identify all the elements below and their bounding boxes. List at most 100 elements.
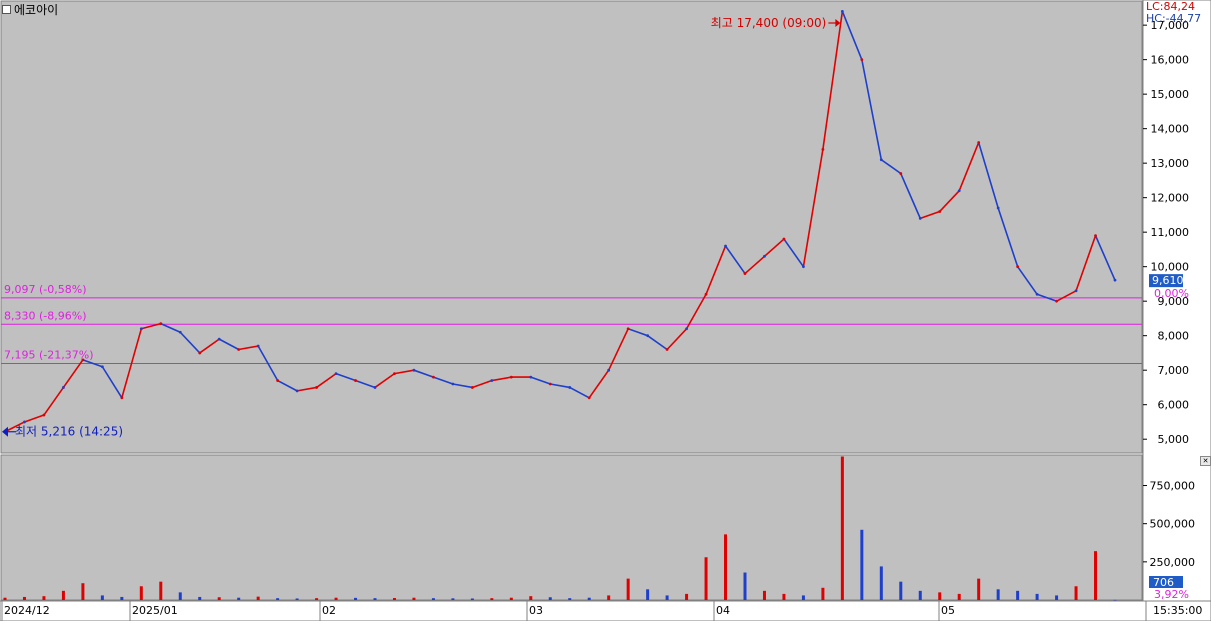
price-segment [413,369,434,378]
price-tick-label: 14,000 [1151,123,1190,136]
price-point [626,327,630,331]
price-point [276,379,280,382]
price-segment [841,11,863,60]
price-segment [880,159,902,175]
price-segment [335,372,356,382]
price-point [62,386,65,389]
panel-toggle-icon[interactable] [2,5,11,14]
price-segment [900,173,921,219]
volume-bar [665,595,669,600]
volume-bar [412,597,416,600]
volume-bar [568,598,572,600]
price-point [100,365,104,369]
volume-bar [587,597,591,600]
level-label: 9,097 (-0,58%) [4,283,86,296]
volume-bar [139,586,143,600]
price-point [860,58,864,62]
price-point [1016,265,1020,269]
volume-bar [1074,586,1078,600]
volume-panel-bg [0,454,1143,601]
level-label: 7,195 (-21,37%) [4,348,93,361]
price-tick-label: 10,000 [1151,261,1190,274]
price-segment [685,293,707,330]
price-segment [218,338,240,351]
date-x-axis: 2024/12 2025/01 02 03 04 05 15:35:00 [1,601,1202,621]
high-arrow-icon [835,19,841,27]
volume-y-axis: 750,000 500,000 250,000 [1143,480,1195,569]
date-tick-label: 2025/01 [132,604,178,617]
price-segment [296,386,317,392]
volume-bar [840,456,844,600]
volume-bar [977,578,981,600]
date-tick-label: 04 [716,604,730,617]
current-price-value: 9,610 [1152,274,1184,287]
price-segment [355,379,376,389]
price-point [217,337,221,341]
price-point [393,372,396,376]
price-segment [277,379,298,392]
price-y-axis: 17,000 16,000 15,000 14,000 13,000 12,000 11,0… [1143,19,1189,446]
price-segment [550,383,570,389]
price-segment [238,345,259,351]
price-point [81,358,85,362]
volume-bar [938,592,942,600]
price-point [315,386,318,389]
price-point [1113,278,1117,282]
volume-bar [237,597,241,600]
price-tick-label: 5,000 [1158,433,1190,446]
volume-bar [899,581,903,600]
price-point [120,396,124,400]
date-tick-label: 05 [941,604,955,617]
volume-bar [1035,593,1039,600]
volume-bar [295,598,299,600]
price-segment [1075,235,1097,292]
volume-bar [81,583,85,600]
chart-title[interactable]: 에코아이 [2,2,58,17]
price-point [665,348,669,351]
volume-bar [1113,599,1117,601]
price-point [1055,299,1058,303]
price-point [529,375,533,379]
level-lines: 9,097 (-0,58%) 8,330 (-8,96%) 7,195 (-21,3… [1,283,1142,364]
price-segment [257,345,279,381]
low-label: 최저 5,216 (14:25) [15,425,123,439]
volume-bar [256,596,260,600]
volume-bar [801,595,805,600]
volume-bar [159,581,163,600]
volume-bar [470,598,474,600]
price-point [295,389,299,393]
close-panel-icon[interactable]: ✕ [1200,456,1211,466]
price-segment [763,238,785,257]
volume-bar [509,597,513,600]
current-price-pct: 0,00% [1154,287,1189,300]
price-point [918,216,922,220]
volume-tick-label: 750,000 [1150,480,1196,493]
price-segment [62,359,84,388]
volume-bar [529,596,533,600]
stock-name: 에코아이 [14,3,59,17]
price-point [840,9,844,13]
price-point [139,327,143,331]
current-volume-value: 706 [1153,576,1174,589]
price-point [1094,234,1097,238]
price-tick-label: 12,000 [1151,192,1190,205]
price-segment [82,359,103,368]
price-tick-label: 7,000 [1158,364,1190,377]
price-point [957,189,961,193]
price-point [470,386,474,389]
volume-bar [100,595,104,600]
price-segment [958,142,980,192]
volume-bar [334,597,338,600]
price-tick-label: 16,000 [1151,54,1190,67]
price-point [704,292,708,296]
price-point [938,210,942,213]
price-segment [121,328,143,399]
price-point [977,141,981,144]
price-segment [452,383,473,389]
price-panel-bg [0,0,1143,454]
y-axis-bg [1142,0,1211,602]
volume-bar [821,587,825,600]
x-axis-bg [0,600,1211,622]
